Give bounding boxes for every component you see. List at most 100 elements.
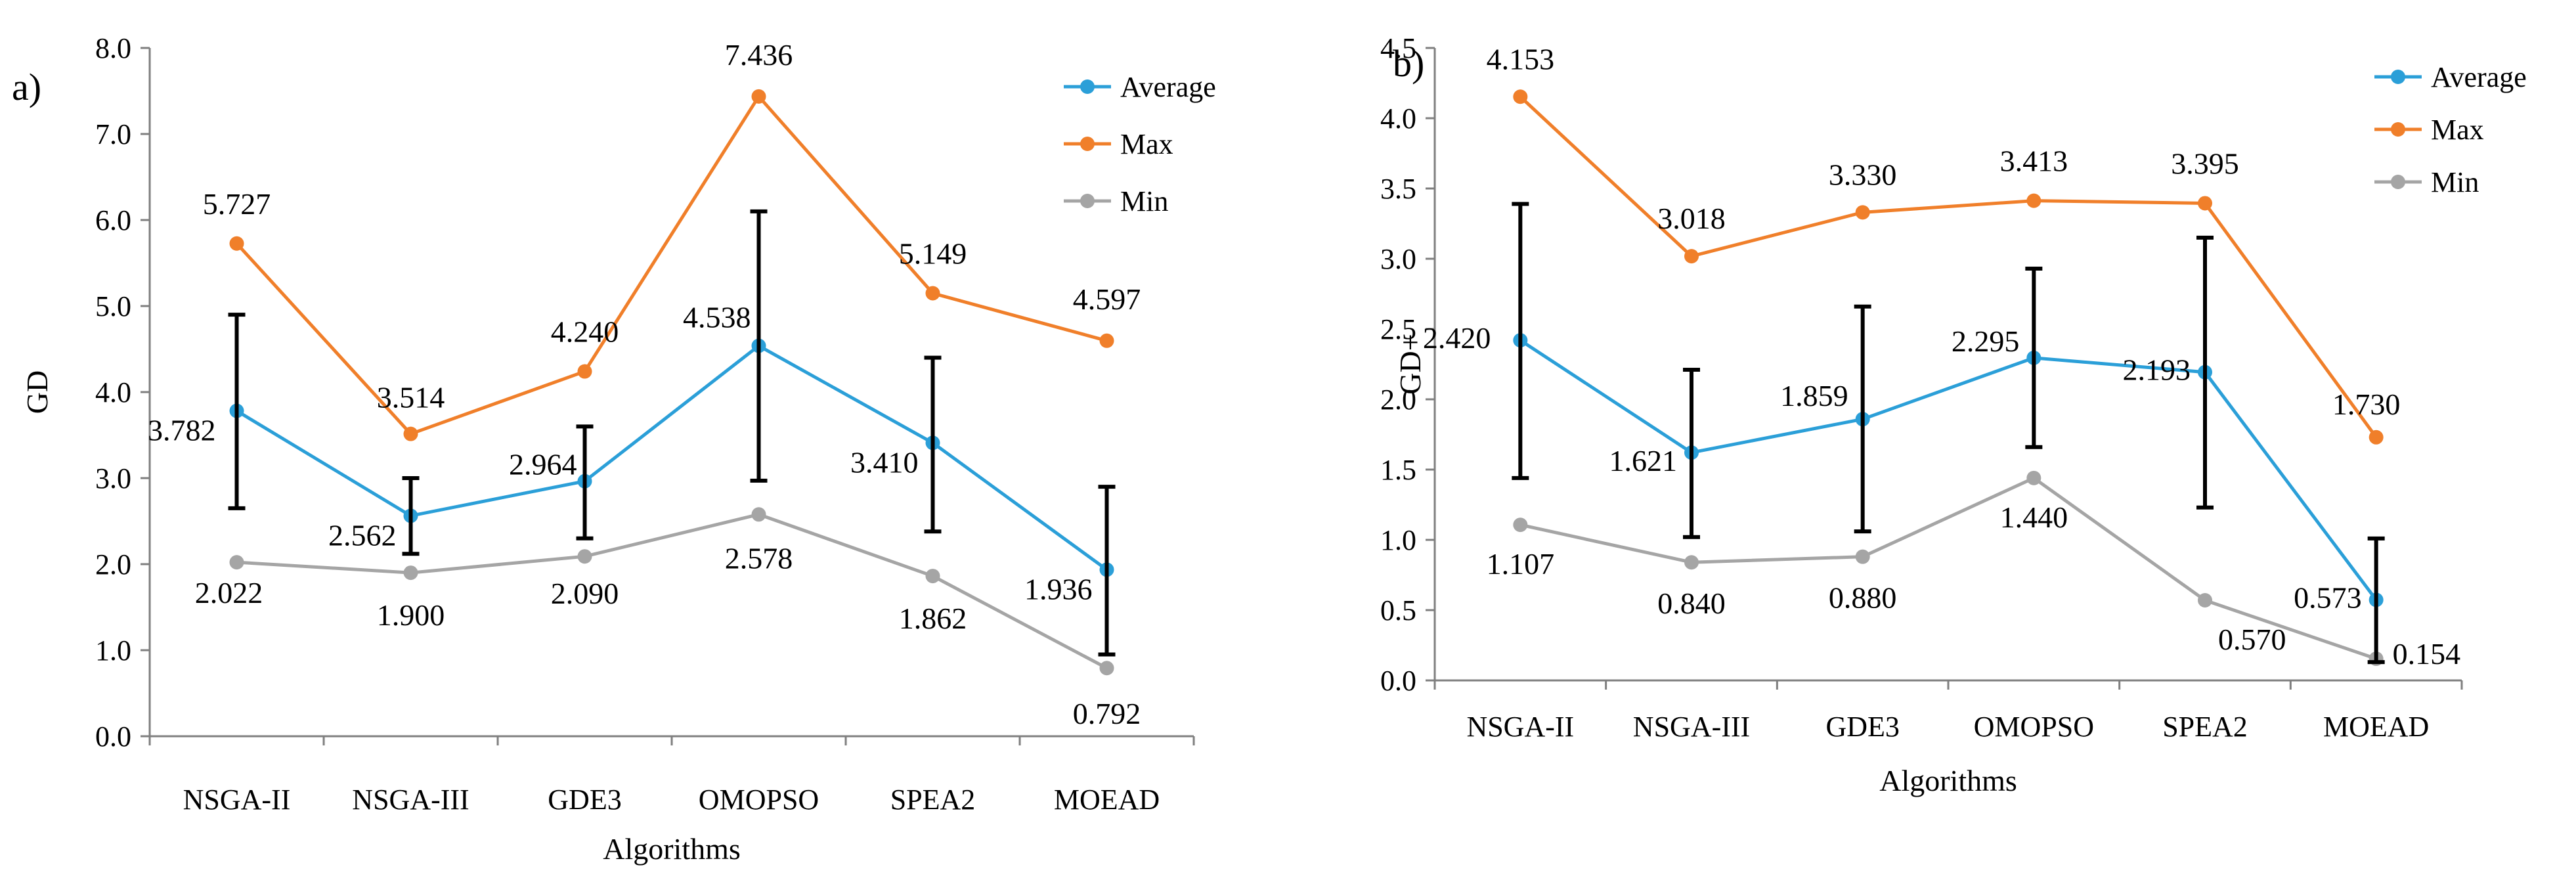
chart-b-xtick-label: GDE3 <box>1825 711 1899 743</box>
chart-b-ytick-label: 1.0 <box>1380 524 1416 556</box>
chart-a-ytick-label: 3.0 <box>95 462 131 495</box>
chart-b-series-average-data-label: 2.420 <box>1423 321 1491 355</box>
chart-a-series-average-data-label: 3.782 <box>148 414 216 447</box>
chart-a-series-average-data-label: 2.964 <box>509 448 577 481</box>
chart-a-series-max-data-label: 7.436 <box>725 38 793 72</box>
chart-a-series-min-point <box>229 555 244 570</box>
chart-a-series-average-line <box>236 343 1108 571</box>
chart-a-xtick-label: NSGA-III <box>352 784 469 816</box>
chart-a-series-max-point <box>229 236 244 251</box>
chart-b-xtick-label: MOEAD <box>2323 711 2429 743</box>
chart-b-ytick-label: 2.5 <box>1380 313 1416 345</box>
chart-b-series-min-line <box>1519 475 2377 661</box>
chart-b-series-max-point <box>1513 89 1528 104</box>
chart-a-legend-max-label: Max <box>1120 128 1173 160</box>
chart-a-series-min-point <box>1099 661 1114 676</box>
chart-a-series-min-point <box>403 565 418 581</box>
chart-a-xtick-label: NSGA-II <box>183 784 291 816</box>
chart-b-series-min-data-label: 0.880 <box>1829 581 1897 615</box>
chart-a-series-max-point <box>1099 333 1114 348</box>
chart-b-series-min-data-label: 0.840 <box>1657 586 1726 620</box>
chart-b-legend-min-swatch-marker <box>2391 175 2405 189</box>
chart-b-ytick-label: 2.0 <box>1380 384 1416 416</box>
chart-a-ytick-label: 4.0 <box>95 376 131 409</box>
chart-a-series-min-data-label: 0.792 <box>1073 697 1141 730</box>
chart-a-xtick-label: OMOPSO <box>699 784 819 816</box>
chart-b-series-max-point <box>1855 205 1870 220</box>
chart-a-series-min-data-label: 1.862 <box>899 602 967 635</box>
chart-panel-b: b) 0.0 0.5 1.0 1.5 2.0 2.5 3.0 3.5 4.0 4.5 NSGA-II N… <box>1288 0 2576 881</box>
chart-a-ytick-label: 2.0 <box>95 548 131 581</box>
chart-b-series-min-data-label: 0.154 <box>2393 637 2461 671</box>
chart-a-panel-label: a) <box>12 66 41 108</box>
chart-b-ytick-label: 0.5 <box>1380 594 1416 627</box>
chart-b-series-max-point <box>2369 430 2384 445</box>
chart-b-legend-average-label: Average <box>2431 61 2527 93</box>
chart-b-series-min-data-label: 1.440 <box>2000 500 2068 534</box>
chart-a-series-max-point <box>577 364 592 379</box>
chart-a-series-max-data-label: 4.240 <box>551 315 619 349</box>
chart-b-ytick-label: 3.5 <box>1380 173 1416 205</box>
chart-b-xtick-label: NSGA-II <box>1466 711 1574 743</box>
chart-a-ytick-label: 1.0 <box>95 634 131 667</box>
chart-a-series-min-line <box>236 512 1108 670</box>
chart-a-ytick-label: 7.0 <box>95 118 131 150</box>
chart-a-series-average-data-label: 2.562 <box>328 518 397 552</box>
chart-a-series-max-point <box>751 89 766 104</box>
chart-a-legend-min-swatch-marker <box>1080 194 1095 208</box>
chart-b-series-min-point <box>1855 549 1870 564</box>
chart-b-x-axis-title: Algorithms <box>1879 764 2017 797</box>
chart-b-series-average-data-label: 1.621 <box>1609 444 1678 477</box>
chart-b-series-min-data-label: 1.107 <box>1487 547 1555 581</box>
chart-b-series-min-point <box>1684 555 1699 570</box>
chart-b-panel-label: b) <box>1393 42 1424 85</box>
chart-b-series-max-point <box>1684 249 1699 264</box>
chart-a-series-min-data-label: 2.090 <box>551 577 619 610</box>
chart-a-legend-average-label: Average <box>1120 71 1216 103</box>
chart-a-legend-average-swatch-marker <box>1080 79 1095 94</box>
chart-b-series-max-data-label: 3.395 <box>2171 146 2239 180</box>
chart-a-y-axis-title: GD <box>20 370 54 414</box>
chart-panel-a: a) 0.0 1.0 2.0 3.0 4.0 5.0 6.0 7.0 8.0 NSGA-II NSGA… <box>0 0 1288 881</box>
chart-b-xtick-label: NSGA-III <box>1633 711 1750 743</box>
chart-b-series-max-data-label: 3.018 <box>1657 202 1726 235</box>
chart-b-series-max-data-label: 4.153 <box>1487 42 1555 76</box>
chart-b-series-max-line <box>1519 95 2378 439</box>
chart-a-xtick-label: GDE3 <box>548 784 621 816</box>
chart-b-ytick-label: 4.0 <box>1380 102 1416 135</box>
chart-b-series-min-data-label: 0.570 <box>2218 623 2286 656</box>
chart-a-svg: a) 0.0 1.0 2.0 3.0 4.0 5.0 6.0 7.0 8.0 NSGA-II NSGA… <box>12 32 1216 866</box>
chart-a-series-max-data-label: 5.149 <box>899 236 967 270</box>
chart-b-series-max-data-label: 1.730 <box>2332 387 2401 421</box>
chart-b-series-max-data-label: 3.330 <box>1829 158 1897 191</box>
chart-b-series-min-point <box>1513 518 1528 533</box>
chart-a-ytick-label: 5.0 <box>95 290 131 322</box>
chart-b-legend-min-label: Min <box>2431 166 2479 198</box>
chart-b-ytick-label: 0.0 <box>1380 665 1416 697</box>
chart-b-series-average-data-label: 1.859 <box>1780 379 1848 412</box>
chart-a-legend-max-swatch-marker <box>1080 137 1095 151</box>
chart-a-x-axis-title: Algorithms <box>603 832 741 866</box>
chart-b-legend-average-swatch-marker <box>2391 70 2405 84</box>
chart-a-series-max-point <box>925 286 940 301</box>
chart-a-series-min-point <box>751 507 766 522</box>
chart-b-series-average-data-label: 0.573 <box>2294 581 2362 614</box>
chart-a-xtick-label: MOEAD <box>1054 784 1160 816</box>
chart-a-series-max-data-label: 5.727 <box>203 187 271 221</box>
chart-a-series-min-point <box>577 549 592 564</box>
chart-a-xtick-label: SPEA2 <box>890 784 976 816</box>
chart-b-series-min-point <box>2198 593 2212 608</box>
chart-a-series-min-point <box>925 569 940 584</box>
chart-b-series-max-point <box>2198 196 2212 211</box>
chart-b-ytick-label: 4.5 <box>1380 32 1416 64</box>
chart-a-series-min-data-label: 2.578 <box>725 541 793 575</box>
chart-b-ytick-label: 1.5 <box>1380 454 1416 486</box>
chart-a-series-average-data-label: 1.936 <box>1024 572 1093 606</box>
chart-a-series-max-data-label: 4.597 <box>1073 282 1141 316</box>
chart-a-series-max-line <box>235 93 1108 436</box>
chart-a-series-max-data-label: 3.514 <box>377 381 445 414</box>
chart-b-y-axis-title: GD+ <box>1393 334 1427 394</box>
chart-b-series-average-line <box>1519 339 2378 601</box>
chart-b-series-average-data-label: 2.295 <box>1952 324 2020 358</box>
chart-b-xtick-label: OMOPSO <box>1974 711 2094 743</box>
